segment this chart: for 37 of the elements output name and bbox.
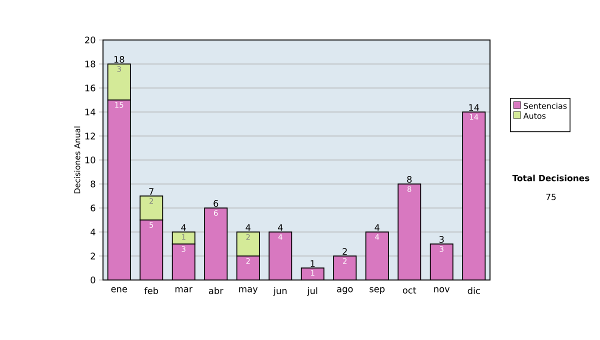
y-tick-label: 8 [90,180,96,188]
total-label: 6 [214,200,218,207]
x-tick-label: sep [370,287,385,294]
y-tick-label: 2 [90,252,95,260]
x-tick-label: oct [402,287,416,294]
x-tick-label: dic [468,287,480,294]
text: 75 [546,194,556,200]
total-label: 1 [310,260,315,267]
x-tick-label: may [239,287,258,294]
y-tick-label: 0 [90,276,96,284]
total-label: 4 [374,224,380,231]
x-tick-label: mar [175,287,193,292]
x-tick-label: ago [337,287,353,294]
x-tick-label: jun [273,287,287,296]
x-tick-label: jul [307,287,318,296]
y-tick-label: 18 [85,60,96,68]
total-label: 8 [407,176,412,183]
total-label: 2 [342,248,347,255]
total-label: 3 [439,236,444,243]
y-tick-label: 14 [85,108,96,116]
total-label: 14 [469,104,480,111]
x-tick-label: ene [111,287,128,292]
y-tick-label: 10 [85,156,96,164]
y-tick-label: 4 [90,228,96,236]
total-label: 4 [181,224,186,231]
total-label: 18 [114,56,124,63]
x-tick-label: abr [208,287,224,294]
total-label: 4 [278,224,283,231]
total-label: 7 [149,188,154,195]
total-label: 4 [246,224,250,231]
y-tick-label: 16 [85,84,96,92]
y-tick-label: 20 [85,36,96,44]
x-tick-label: feb [144,287,158,294]
x-tick-label: nov [434,287,450,292]
text: Total Decisiones [512,174,590,182]
y-tick-label: 6 [90,204,96,212]
y-tick-label: 12 [85,132,95,140]
